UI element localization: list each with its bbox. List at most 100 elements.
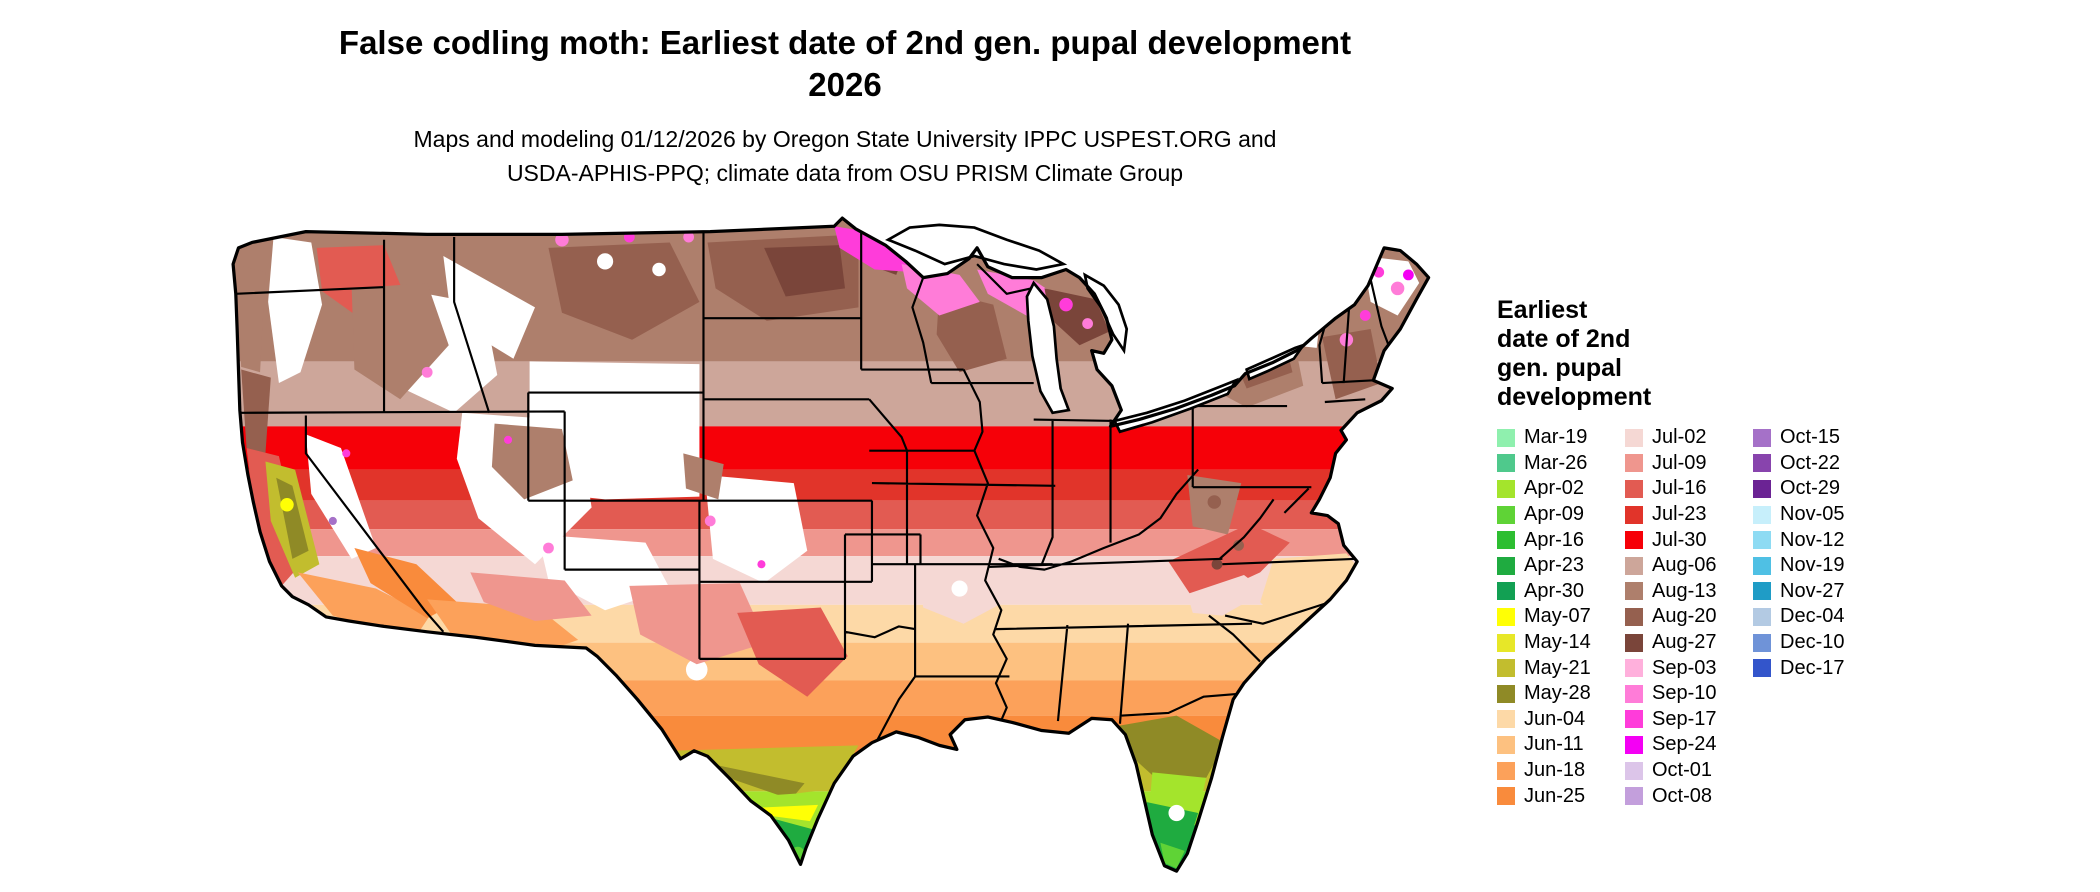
legend-item: Oct-22 <box>1753 451 1855 477</box>
legend-item: Jul-16 <box>1625 476 1727 502</box>
legend-label: Jun-11 <box>1524 733 1584 756</box>
legend-label: Dec-17 <box>1780 656 1845 679</box>
legend-item: Jun-04 <box>1497 707 1599 733</box>
legend-swatch <box>1497 735 1515 754</box>
legend-item: Apr-16 <box>1497 527 1599 553</box>
legend-swatch <box>1753 633 1771 652</box>
legend-swatch <box>1753 556 1771 575</box>
legend-item: Aug-13 <box>1625 579 1727 605</box>
us-outline <box>231 216 1431 873</box>
legend-swatch <box>1753 659 1771 678</box>
legend-item: Sep-03 <box>1625 655 1727 681</box>
legend-item: Apr-09 <box>1497 502 1599 528</box>
legend-swatch <box>1753 582 1771 601</box>
legend-label: Nov-27 <box>1780 579 1845 602</box>
legend-swatch <box>1497 479 1515 498</box>
legend-swatch <box>1625 505 1643 524</box>
legend-label: Aug-06 <box>1652 554 1717 577</box>
legend-swatch <box>1497 684 1515 703</box>
legend-swatch <box>1497 787 1515 806</box>
legend-label: Dec-10 <box>1780 631 1845 654</box>
legend-item: Aug-20 <box>1625 604 1727 630</box>
legend-item: Aug-27 <box>1625 630 1727 656</box>
legend-swatch <box>1625 787 1643 806</box>
legend-label: May-14 <box>1524 631 1591 654</box>
legend-label: Aug-13 <box>1652 579 1717 602</box>
legend-swatch <box>1497 505 1515 524</box>
legend-label: Jun-18 <box>1524 759 1586 782</box>
legend-label: Jun-25 <box>1524 784 1586 807</box>
legend-label: Apr-09 <box>1524 503 1585 526</box>
legend-label: Jul-23 <box>1652 503 1707 526</box>
map-region-south-texas <box>669 745 859 865</box>
legend-swatch <box>1497 710 1515 729</box>
legend-label: Apr-16 <box>1524 528 1585 551</box>
legend-title-line: gen. pupal <box>1497 354 1622 382</box>
legend-label: Mar-19 <box>1524 426 1588 449</box>
legend-item: May-14 <box>1497 630 1599 656</box>
legend-title: Earliest date of 2nd gen. pupal developm… <box>1497 296 2077 412</box>
legend-label: May-07 <box>1524 605 1591 628</box>
legend-title-line: date of 2nd <box>1497 325 1631 353</box>
legend-swatch <box>1625 761 1643 780</box>
legend-swatch <box>1497 454 1515 473</box>
legend-swatch <box>1625 659 1643 678</box>
legend-swatch <box>1497 633 1515 652</box>
legend-label: Oct-01 <box>1652 759 1713 782</box>
legend-swatch <box>1625 454 1643 473</box>
legend-label: Oct-22 <box>1780 451 1841 474</box>
legend-swatch <box>1625 428 1643 447</box>
legend-item: Jul-09 <box>1625 451 1727 477</box>
legend-item: Dec-04 <box>1753 604 1855 630</box>
legend-swatch <box>1497 761 1515 780</box>
legend-column: Oct-15 Oct-22 Oct-29 Nov-05 Nov-12 Nov-19 Nov-… <box>1753 425 1855 681</box>
legend-item: Jul-30 <box>1625 527 1727 553</box>
legend-swatch <box>1497 582 1515 601</box>
legend-item: Nov-27 <box>1753 579 1855 605</box>
legend-label: Sep-03 <box>1652 656 1717 679</box>
legend-label: Sep-10 <box>1652 682 1717 705</box>
legend-label: Sep-17 <box>1652 707 1717 730</box>
legend-label: Aug-20 <box>1652 605 1717 628</box>
legend-item: Jun-18 <box>1497 758 1599 784</box>
legend-label: May-21 <box>1524 656 1591 679</box>
legend-label: Nov-12 <box>1780 528 1845 551</box>
legend-label: Oct-29 <box>1780 477 1841 500</box>
legend-label: Mar-26 <box>1524 451 1588 474</box>
legend-item: May-28 <box>1497 681 1599 707</box>
legend-label: Jul-30 <box>1652 528 1707 551</box>
legend-item: Apr-02 <box>1497 476 1599 502</box>
legend-item: Oct-15 <box>1753 425 1855 451</box>
legend-item: Apr-30 <box>1497 579 1599 605</box>
legend-label: Sep-24 <box>1652 733 1717 756</box>
map-region-west <box>235 245 848 697</box>
legend-item: Nov-19 <box>1753 553 1855 579</box>
map-region-florida <box>1114 715 1223 870</box>
legend-item: Sep-17 <box>1625 707 1727 733</box>
map-scatter-dots <box>328 266 1414 569</box>
legend-item: Oct-08 <box>1625 783 1727 809</box>
title-line-2: 2026 <box>808 66 882 103</box>
legend-swatch <box>1753 428 1771 447</box>
legend-swatch <box>1497 531 1515 550</box>
legend-item: Jun-25 <box>1497 783 1599 809</box>
legend-item: Sep-10 <box>1625 681 1727 707</box>
legend-label: Oct-15 <box>1780 426 1841 449</box>
legend-item: Jun-11 <box>1497 732 1599 758</box>
legend-title-line: Earliest <box>1497 296 1588 324</box>
legend-item: May-21 <box>1497 655 1599 681</box>
title-line-1: False codling moth: Earliest date of 2nd… <box>338 24 1352 61</box>
legend-item: Nov-05 <box>1753 502 1855 528</box>
legend-swatch <box>1625 556 1643 575</box>
legend-swatch <box>1625 735 1643 754</box>
header: False codling moth: Earliest date of 2nd… <box>0 22 1690 190</box>
legend-swatch <box>1753 505 1771 524</box>
legend-swatch <box>1753 479 1771 498</box>
legend-item: Apr-23 <box>1497 553 1599 579</box>
state-borders <box>235 228 1391 741</box>
legend-swatch <box>1625 582 1643 601</box>
map-subtitle: Maps and modeling 01/12/2026 by Oregon S… <box>0 122 1690 190</box>
map-title: False codling moth: Earliest date of 2nd… <box>0 22 1690 106</box>
legend-item: Nov-12 <box>1753 527 1855 553</box>
legend-column: Jul-02 Jul-09 Jul-16 Jul-23 Jul-30 Aug-06 Aug-… <box>1625 425 1727 809</box>
